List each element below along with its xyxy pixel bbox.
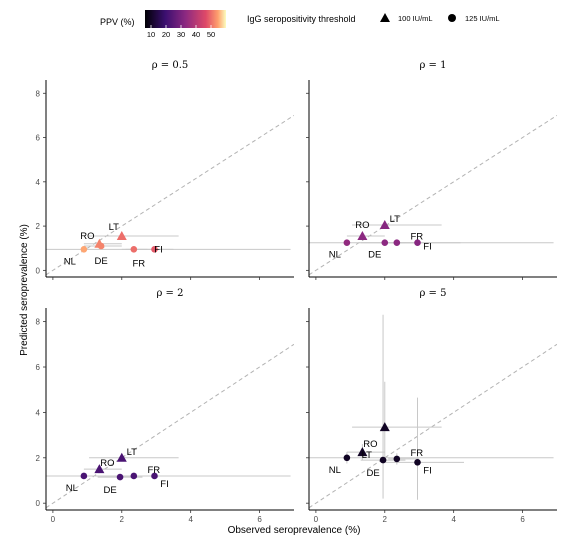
point-label: RO: [80, 231, 94, 242]
point-label: RO: [355, 220, 369, 231]
y-tick-label: 6: [36, 134, 41, 143]
data-point-circle: [394, 456, 401, 463]
ppv-tick-label: 30: [177, 30, 185, 39]
point-label: NL: [329, 465, 341, 476]
data-point-circle: [414, 459, 421, 466]
facet-label: ρ = 2: [157, 288, 184, 299]
point-label: FR: [132, 258, 145, 269]
data-point-circle: [394, 239, 401, 246]
point-label: NL: [329, 250, 341, 261]
facet-label: ρ = 0.5: [152, 60, 189, 71]
legend-triangle-key: [380, 13, 390, 22]
point-label: FR: [147, 465, 160, 476]
facet-panel: ρ = 0.5 NL RO DE LT FR FI 0 2 4 6 8: [36, 60, 294, 280]
y-tick-label: 8: [36, 89, 41, 98]
y-tick-label: 4: [36, 178, 41, 187]
x-tick-label: 6: [520, 515, 525, 524]
point-label: FR: [410, 232, 423, 243]
y-axis-title: Predicted seroprevalence (%): [19, 224, 30, 356]
x-tick-label: 2: [383, 515, 388, 524]
data-point-circle: [344, 454, 351, 461]
shape-legend-keys: 100 IU/mL 125 IU/mL: [380, 13, 500, 23]
legend-circle-key: [448, 14, 456, 22]
data-point-circle: [380, 457, 387, 464]
point-label: NL: [64, 256, 76, 267]
data-point-circle: [131, 246, 138, 253]
point-label: FR: [410, 448, 423, 459]
identity-line: [309, 344, 557, 507]
point-label: LT: [390, 214, 401, 225]
legend-shape-label: 125 IU/mL: [465, 14, 500, 23]
x-tick-label: 0: [314, 515, 319, 524]
y-tick-label: 2: [36, 454, 41, 463]
x-axis-title: Observed seroprevalence (%): [228, 525, 361, 536]
legend: PPV (%) 10 20 30 40 50 IgG seropositivity th…: [100, 10, 500, 39]
y-tick-label: 4: [36, 408, 41, 417]
x-tick-label: 4: [451, 515, 456, 524]
y-tick-label: 6: [36, 363, 41, 372]
point-label: DE: [366, 468, 379, 479]
ppv-tick-label: 10: [147, 30, 155, 39]
data-point-circle: [81, 473, 88, 480]
point-label: DE: [103, 485, 116, 496]
y-tick-label: 8: [36, 318, 41, 327]
facet-label: ρ = 1: [420, 60, 447, 71]
shape-legend-title: IgG seropositivity threshold: [247, 14, 356, 24]
facet-label: ρ = 5: [420, 288, 447, 299]
x-tick-label: 6: [257, 515, 262, 524]
y-tick-label: 0: [36, 266, 41, 275]
point-label: FI: [154, 244, 162, 255]
point-label: LT: [109, 222, 120, 233]
x-tick-label: 4: [188, 515, 193, 524]
legend-shape-label: 100 IU/mL: [398, 14, 433, 23]
plot-area: [46, 344, 294, 507]
point-label: FI: [423, 465, 431, 476]
point-label: RO: [100, 458, 114, 469]
plot-area: [309, 115, 557, 274]
identity-line: [46, 344, 294, 507]
y-tick-label: 0: [36, 499, 41, 508]
ppv-tick-label: 40: [192, 30, 200, 39]
data-point-circle: [344, 239, 351, 246]
x-tick-label: 2: [120, 515, 125, 524]
y-tick-label: 2: [36, 222, 41, 231]
plot-area: [46, 115, 294, 274]
data-point-circle: [131, 473, 138, 480]
point-label: FI: [160, 479, 168, 490]
data-point-circle: [81, 246, 88, 253]
ppv-legend-title: PPV (%): [100, 17, 135, 27]
point-label: DE: [368, 250, 381, 261]
ppv-tick-label: 20: [162, 30, 170, 39]
ppv-colorbar: [145, 10, 226, 28]
data-point-circle: [117, 474, 124, 481]
data-point-circle: [381, 239, 388, 246]
point-label: RO: [363, 439, 377, 450]
point-label: LT: [362, 450, 373, 461]
data-point-circle: [98, 243, 105, 250]
x-tick-label: 0: [51, 515, 56, 524]
point-label: LT: [127, 447, 138, 458]
point-label: DE: [95, 256, 108, 267]
plot-area: [309, 315, 557, 508]
point-label: NL: [66, 483, 78, 494]
ppv-tick-label: 50: [207, 30, 215, 39]
point-label: FI: [423, 242, 431, 253]
identity-line: [309, 115, 557, 274]
